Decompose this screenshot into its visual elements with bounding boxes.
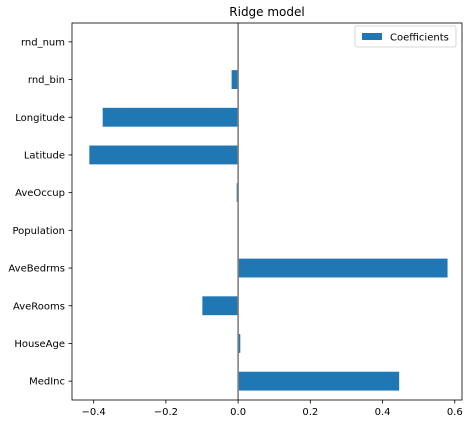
x-tick-label: −0.4 — [82, 407, 106, 418]
bar-medinc — [238, 372, 399, 391]
y-tick-label: Longitude — [15, 113, 65, 124]
y-tick-label: HouseAge — [14, 339, 65, 350]
y-tick-label: AveBedrms — [8, 264, 65, 275]
plot-frame — [72, 23, 462, 400]
bar-latitude — [89, 146, 238, 165]
bar-avebedrms — [238, 259, 447, 278]
bar-longitude — [103, 108, 238, 127]
legend-label: Coefficients — [390, 33, 449, 44]
y-tick-label: MedInc — [29, 377, 65, 388]
y-tick-label: Latitude — [24, 150, 65, 161]
x-tick-label: 0.2 — [302, 407, 318, 418]
y-tick-label: AveRooms — [13, 301, 65, 312]
y-tick-label: rnd_bin — [28, 75, 65, 86]
x-tick-label: 0.0 — [230, 407, 246, 418]
x-tick-label: 0.6 — [447, 407, 463, 418]
bar-rnd-bin — [232, 70, 239, 89]
chart-title: Ridge model — [229, 5, 304, 19]
x-tick-label: 0.4 — [375, 407, 391, 418]
y-tick-label: Population — [12, 226, 65, 237]
bar-averooms — [202, 296, 238, 315]
y-tick-label: AveOccup — [15, 188, 65, 199]
x-tick-label: −0.2 — [154, 407, 178, 418]
legend-swatch — [362, 33, 382, 40]
y-tick-label: rnd_num — [21, 37, 65, 48]
